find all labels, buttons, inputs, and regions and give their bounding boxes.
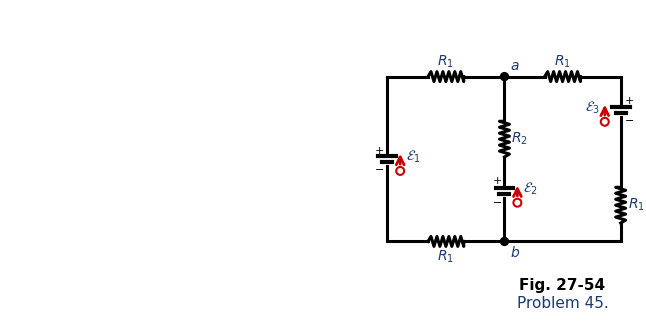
Text: $-$: $-$ [374, 163, 384, 173]
Text: $R_2$: $R_2$ [512, 131, 528, 147]
Text: Fig. 27-54: Fig. 27-54 [519, 278, 605, 293]
Text: Problem 45.: Problem 45. [517, 295, 609, 310]
Text: $R_1$: $R_1$ [628, 197, 645, 214]
Circle shape [501, 73, 508, 81]
Text: $R_1$: $R_1$ [437, 53, 454, 70]
Text: $+$: $+$ [623, 96, 634, 106]
Text: $\mathcal{E}_3$: $\mathcal{E}_3$ [585, 100, 599, 116]
Text: $+$: $+$ [374, 145, 384, 156]
Text: $a$: $a$ [510, 59, 520, 73]
Text: $-$: $-$ [492, 196, 503, 206]
Text: $-$: $-$ [623, 114, 634, 124]
Text: $R_1$: $R_1$ [437, 249, 454, 265]
Text: $+$: $+$ [492, 175, 503, 186]
Text: $b$: $b$ [510, 245, 521, 260]
Text: $\mathcal{E}_2$: $\mathcal{E}_2$ [523, 180, 538, 197]
Circle shape [501, 237, 508, 245]
Text: $R_1$: $R_1$ [554, 53, 571, 70]
Text: $\mathcal{E}_1$: $\mathcal{E}_1$ [406, 149, 421, 165]
